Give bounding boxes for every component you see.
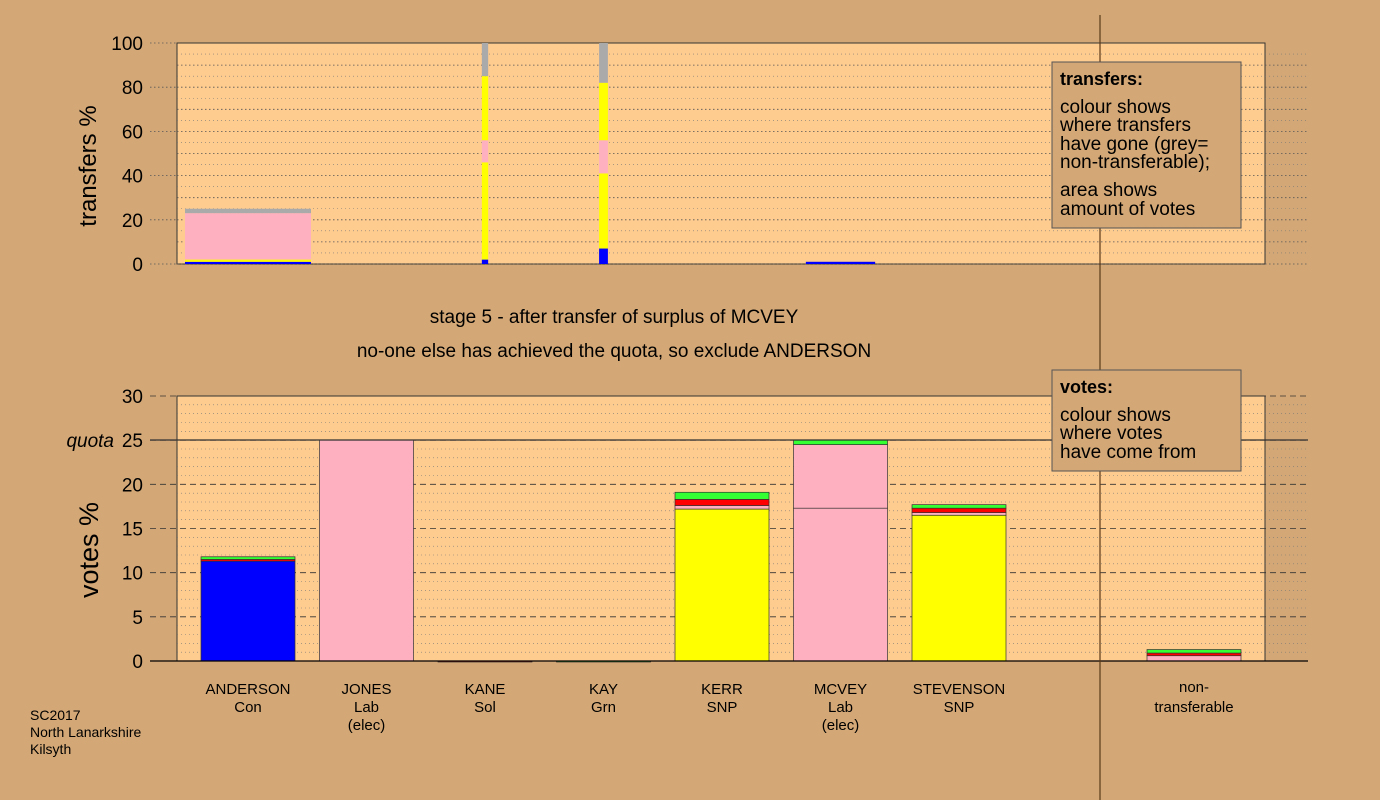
- vote-bar-segment: [793, 444, 888, 509]
- votes-y-tick-label: 0: [132, 652, 143, 673]
- vote-bar-segment: [319, 439, 414, 662]
- transfers-bars: [185, 43, 876, 264]
- quota-label: quota: [66, 431, 114, 452]
- vote-bar-segment: [911, 514, 1007, 662]
- candidate-name: KANE: [465, 681, 506, 698]
- vote-bar-segment: [793, 439, 888, 445]
- transfers-y-tick-label: 20: [122, 211, 143, 232]
- votes-y-tick-label: 20: [122, 475, 143, 496]
- candidate-name: MCVEY: [814, 681, 867, 698]
- transfers-y-tick-label: 0: [132, 255, 143, 276]
- nontransferable-bar-segment: [1146, 652, 1242, 657]
- votes-y-tick-label: 10: [122, 564, 143, 585]
- candidate-name: KAY: [589, 681, 618, 698]
- candidate-labels: ANDERSONConJONESLab(elec)KANESolKAYGrnKE…: [205, 679, 1233, 734]
- transfers-legend-line: amount of votes: [1060, 199, 1195, 220]
- vote-bar-segment: [793, 507, 888, 662]
- vote-bar-segment: [200, 560, 296, 662]
- ward-name: Kilsyth: [30, 741, 71, 757]
- transfers-legend-title: transfers:: [1060, 69, 1143, 89]
- candidate-party: Grn: [591, 699, 616, 716]
- candidate-name: JONES: [341, 681, 391, 698]
- transfers-bar-segment: [481, 162, 489, 260]
- transfers-gridlines: [177, 53, 1308, 265]
- transfers-bar-segment: [185, 213, 311, 260]
- vote-bar-segment: [200, 556, 296, 560]
- candidate-party: SNP: [707, 699, 738, 716]
- votes-y-axis-label: votes %: [74, 502, 104, 598]
- transfers-bar-segment: [481, 140, 489, 163]
- transfers-y-tick-label: 80: [122, 78, 143, 99]
- transfers-bar-segment: [185, 261, 311, 264]
- transfers-bar-segment: [599, 248, 608, 264]
- transfers-bar-segment: [599, 173, 608, 249]
- votes-legend-title: votes:: [1060, 377, 1113, 397]
- stage-description: stage 5 - after transfer of surplus of M…: [430, 307, 799, 328]
- transfers-bar-segment: [185, 208, 311, 214]
- transfers-legend-line: have gone (grey=: [1060, 134, 1208, 155]
- votes-y-tick-label: 30: [122, 387, 143, 408]
- candidate-party: Lab: [354, 699, 379, 716]
- transfers-bar-segment: [805, 261, 876, 264]
- nontransferable-label: transferable: [1154, 699, 1233, 716]
- transfers-legend-line: non-transferable);: [1060, 152, 1210, 173]
- transfers-y-tick-label: 100: [111, 34, 143, 55]
- transfers-bar-segment: [481, 43, 489, 77]
- vote-bar-segment: [911, 512, 1007, 516]
- transfers-y-ticks: 0 20 40 60 80 100: [111, 34, 177, 276]
- votes-legend: votes: colour shows where votes have com…: [1051, 369, 1242, 472]
- candidate-name: KERR: [701, 681, 743, 698]
- vote-bar-segment: [674, 508, 770, 662]
- transfers-legend-box: [1051, 61, 1242, 229]
- election-caption: SC2017 North Lanarkshire Kilsyth: [30, 707, 141, 757]
- vote-bar-segment: [674, 491, 770, 500]
- vote-bar-segment: [674, 499, 770, 506]
- transfers-y-tick-label: 60: [122, 122, 143, 143]
- transfers-y-axis-label: transfers %: [75, 105, 102, 226]
- candidate-status: (elec): [822, 717, 860, 734]
- transfers-bar-segment: [481, 259, 489, 264]
- transfers-legend-line: where transfers: [1059, 115, 1191, 136]
- vote-bar-segment: [911, 507, 1007, 513]
- candidate-status: (elec): [348, 717, 386, 734]
- transfers-bar-segment: [481, 76, 489, 141]
- vote-bar-segment: [911, 504, 1007, 509]
- votes-y-tick-label: 15: [122, 520, 143, 541]
- vote-bar-segment: [674, 505, 770, 510]
- candidate-party: Con: [234, 699, 262, 716]
- stage-decision: no-one else has achieved the quota, so e…: [357, 341, 871, 362]
- election-name: SC2017: [30, 707, 81, 723]
- nontransferable-bar-segment: [1146, 655, 1242, 662]
- transfers-bar-segment: [599, 43, 608, 83]
- nontransferable-label: non-: [1179, 679, 1209, 696]
- transfers-legend-line: colour shows: [1060, 97, 1171, 118]
- votes-y-tick-label: 5: [132, 608, 143, 629]
- candidate-name: ANDERSON: [205, 681, 290, 698]
- transfers-bar-segment: [599, 82, 608, 141]
- transfers-bar-segment: [599, 140, 608, 174]
- transfers-y-tick-label: 40: [122, 167, 143, 188]
- votes-legend-line: colour shows: [1060, 405, 1171, 426]
- transfers-bar-segment: [185, 259, 311, 262]
- votes-y-tick-label: 25: [122, 431, 143, 452]
- candidate-party: SNP: [944, 699, 975, 716]
- transfers-legend: transfers: colour shows where transfers …: [1051, 61, 1242, 229]
- council-name: North Lanarkshire: [30, 724, 141, 740]
- votes-legend-line: where votes: [1059, 423, 1162, 444]
- transfers-legend-line: area shows: [1060, 180, 1157, 201]
- votes-legend-box: [1051, 369, 1242, 472]
- candidate-party: Lab: [828, 699, 853, 716]
- nontransferable-bar-segment: [1146, 649, 1242, 654]
- votes-legend-line: have come from: [1060, 442, 1196, 463]
- candidate-party: Sol: [474, 699, 496, 716]
- votes-y-ticks: 0 5 10 15 20 25 30: [122, 387, 143, 673]
- candidate-name: STEVENSON: [913, 681, 1006, 698]
